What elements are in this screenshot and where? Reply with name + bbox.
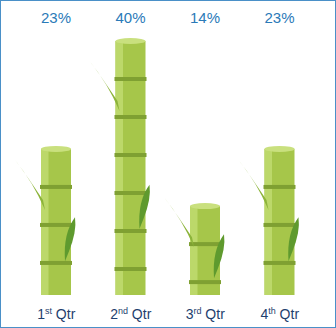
svg-text:23%: 23% [264,9,294,26]
svg-text:23%: 23% [41,9,71,26]
svg-text:2nd Qtr: 2nd Qtr [110,306,151,322]
svg-text:1st Qtr: 1st Qtr [37,306,75,322]
svg-text:14%: 14% [190,9,220,26]
svg-text:3rd Qtr: 3rd Qtr [186,306,225,322]
svg-text:40%: 40% [115,9,145,26]
svg-text:4th Qtr: 4th Qtr [260,306,299,322]
